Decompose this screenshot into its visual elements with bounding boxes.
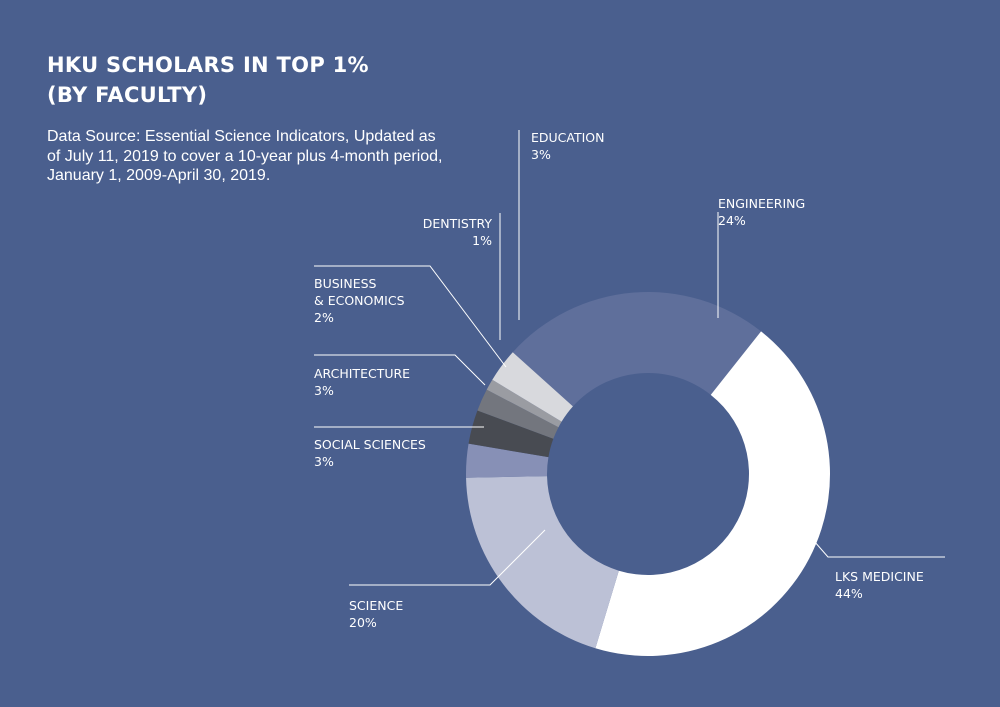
slice-labels: ENGINEERING 24%LKS MEDICINE 44%SCIENCE 20%S… [314, 130, 924, 630]
slice-label-text: SCIENCE [349, 598, 403, 613]
slice-label-engineering: ENGINEERING 24% [718, 196, 805, 228]
slice-value-label: 3% [531, 147, 551, 162]
slice-lks-medicine [595, 331, 830, 657]
slice-label-text: ENGINEERING [718, 196, 805, 211]
slice-label-text: DENTISTRY [423, 216, 493, 231]
slice-value-label: 3% [314, 383, 334, 398]
slice-label-social-sciences: SOCIAL SCIENCES 3% [314, 437, 426, 469]
donut-slices [466, 292, 830, 657]
chart-title: HKU SCHOLARS IN TOP 1% (BY FACULTY) [47, 50, 369, 110]
slice-science [466, 476, 619, 649]
chart-title-line-1: HKU SCHOLARS IN TOP 1% [47, 53, 369, 77]
slice-label-science: SCIENCE 20% [349, 598, 403, 630]
slice-label-text: SOCIAL SCIENCES [314, 437, 426, 452]
slice-value-label: 20% [349, 615, 377, 630]
slice-label-lks-medicine: LKS MEDICINE 44% [835, 569, 924, 601]
slice-value-label: 2% [314, 310, 334, 325]
data-source-note: Data Source: Essential Science Indicator… [47, 128, 443, 184]
slice-value-label: 1% [472, 233, 492, 248]
slice-social-sciences [466, 443, 549, 478]
leader-line-science [349, 529, 546, 586]
slice-label-text: LKS MEDICINE [835, 569, 924, 584]
slice-education [492, 352, 573, 422]
slice-label-education: EDUCATION 3% [531, 130, 605, 162]
leader-line-architecture [314, 354, 486, 386]
slice-label-text: & ECONOMICS [314, 293, 405, 308]
leader-line-business-economics [314, 265, 507, 368]
leader-lines [314, 130, 945, 586]
slice-engineering [512, 292, 762, 407]
slice-dentistry [486, 379, 562, 428]
slice-value-label: 3% [314, 454, 334, 469]
slice-label-text: BUSINESS [314, 276, 377, 291]
slice-value-label: 44% [835, 586, 863, 601]
slice-value-label: 24% [718, 213, 746, 228]
slice-architecture [468, 410, 554, 458]
slice-label-architecture: ARCHITECTURE 3% [314, 366, 410, 398]
chart-title-line-2: (BY FACULTY) [47, 83, 208, 107]
slice-label-dentistry: DENTISTRY 1% [423, 216, 493, 248]
slice-label-business-economics: BUSINESS & ECONOMICS 2% [314, 276, 405, 325]
slice-label-text: ARCHITECTURE [314, 366, 410, 381]
leader-line-lks-medicine [799, 524, 945, 558]
slice-label-text: EDUCATION [531, 130, 605, 145]
slice-business-economics [477, 389, 559, 439]
